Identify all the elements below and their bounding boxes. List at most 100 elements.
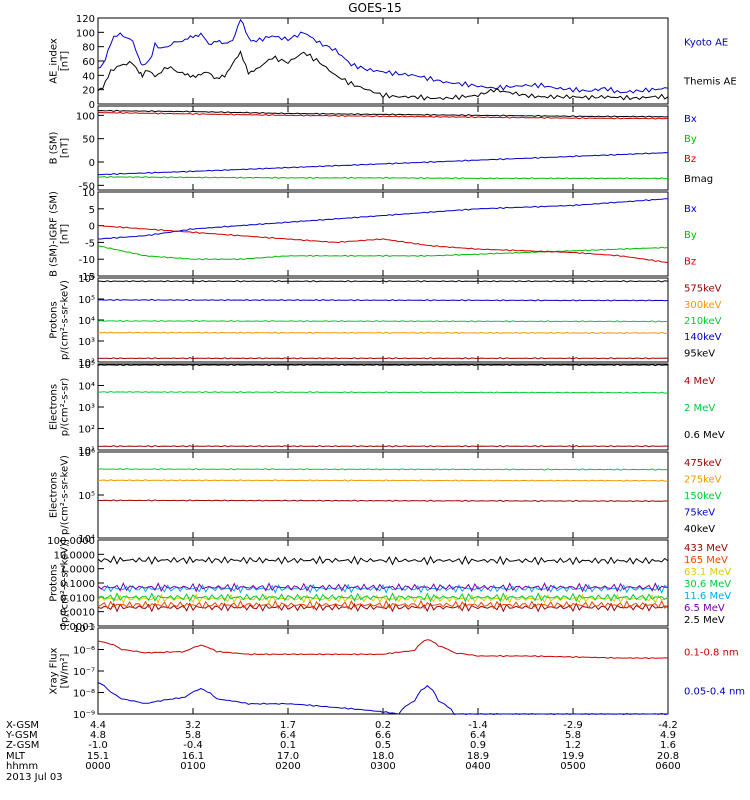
y-tick-label: 10¹	[78, 446, 95, 457]
orbit-cell: 0400	[465, 761, 490, 772]
legend-entry: 11.6 MeV	[684, 591, 731, 602]
y-tick-label: 10²	[78, 358, 95, 369]
series-line-by	[97, 245, 669, 261]
legend-entry: Bz	[684, 154, 696, 165]
panel-5: 10¹ 10² 10³ 10⁴ 10⁵ Electrons p/(cm²-s-sr) 4 Me…	[49, 360, 725, 457]
series-line-210kev	[97, 319, 668, 323]
y-tick-label: -5	[85, 238, 95, 249]
y-axis-label: B (SM)-IGRF (SM)	[49, 191, 60, 277]
panel-frame	[97, 627, 669, 715]
orbit-row-label: hhmm	[6, 761, 38, 772]
orbit-cell: 0100	[180, 761, 205, 772]
panel-3: -15 -10 -5 0 5 10 B (SM)-IGRF (SM) [nT] Bx By Bz	[49, 188, 697, 283]
legend-entry: 300keV	[684, 300, 722, 311]
orbit-cell: 0600	[655, 761, 680, 772]
y-tick-label: 10²	[78, 425, 95, 436]
series-line-6-5-mev	[97, 582, 669, 593]
orbit-row-label: 2013 Jul 03	[6, 772, 63, 783]
y-tick-label: 10	[82, 188, 95, 199]
y-tick-label: 0.0010	[60, 608, 95, 619]
y-tick-label: 120	[76, 14, 95, 25]
legend-entry: 63.1 MeV	[684, 567, 731, 578]
series-line-575kev	[97, 357, 669, 360]
legend-entry: Bmag	[684, 174, 713, 185]
series-line-0-1-0-8-nm	[97, 639, 669, 660]
legend-entry: 210keV	[684, 316, 722, 327]
legend-entry: 275keV	[684, 474, 722, 485]
y-axis-label: Electrons	[49, 384, 60, 430]
y-tick-label: 100.0000	[47, 536, 95, 547]
panel-6: 10⁴ 10⁵ 10⁶ Electrons p/(cm²-s-sr-keV) 475keV…	[49, 448, 722, 545]
y-tick-label: -15	[79, 272, 95, 283]
series-line-by	[97, 175, 669, 180]
series-line-300kev	[97, 331, 669, 335]
legend-entry: 95keV	[684, 348, 715, 359]
y-tick-label: 10⁶	[78, 448, 95, 459]
y-tick-label: 10⁻⁹	[73, 710, 95, 721]
orbit-cell: 5.8	[185, 730, 201, 741]
y-axis-label: p/(cm²-s-sr)	[60, 378, 71, 437]
orbit-cell: -1.4	[468, 720, 488, 731]
y-tick-label: 10⁻⁷	[73, 667, 95, 678]
y-tick-label: 60	[82, 57, 95, 68]
panel-frame	[97, 277, 669, 363]
legend-entry: 2.5 MeV	[684, 615, 725, 626]
y-tick-label: 100	[76, 111, 95, 122]
y-tick-label: -50	[79, 181, 95, 192]
y-tick-label: 0	[89, 100, 95, 111]
y-axis-label: AE_index	[49, 38, 60, 84]
legend-entry: Bx	[684, 114, 697, 125]
y-tick-label: 10⁻⁵	[73, 624, 95, 635]
legend-entry: By	[684, 134, 697, 145]
y-axis-label: Protons	[49, 301, 60, 338]
y-tick-label: 50	[82, 135, 95, 146]
panel-4: 10² 10³ 10⁴ 10⁵ 10⁶ Protons p/(cm²-s-sr-keV) 57…	[49, 274, 722, 369]
y-tick-label: 10⁻⁶	[73, 646, 95, 657]
legend-entry: 2 MeV	[684, 403, 715, 414]
orbit-cell: 4.9	[660, 730, 676, 741]
y-tick-label: 0	[89, 222, 95, 233]
orbit-cell: 0.5	[375, 740, 391, 751]
orbit-cell: 4.4	[90, 720, 106, 731]
orbit-cell: 18.0	[372, 751, 394, 762]
legend-entry: 575keV	[684, 284, 722, 295]
legend-entry: 165 MeV	[684, 555, 728, 566]
orbit-cell: 4.8	[90, 730, 106, 741]
y-tick-label: 10⁵	[78, 491, 95, 502]
series-line-11-6-mev	[97, 583, 669, 594]
orbit-row-label: MLT	[6, 751, 26, 762]
y-tick-label: 0.0001	[60, 622, 95, 633]
y-axis-label: [nT]	[60, 51, 71, 71]
series-line-95kev	[97, 280, 669, 283]
legend-entry: 30.6 MeV	[684, 579, 731, 590]
y-tick-label: 10⁵	[78, 295, 95, 306]
panel-8: 10⁻⁹ 10⁻⁸ 10⁻⁷ 10⁻⁶ 10⁻⁵ Xray Flux [W/m²] 0.1-0…	[49, 624, 746, 721]
legend-entry: 40keV	[684, 524, 715, 535]
legend-entry: Bz	[684, 256, 696, 267]
series-line-0-05-0-4-nm	[97, 682, 669, 716]
legend-entry: 0.05-0.4 nm	[684, 687, 745, 698]
series-line-150kev	[97, 468, 668, 471]
series-line-275kev	[97, 479, 669, 482]
y-tick-label: 10³	[78, 337, 95, 348]
panel-frame	[97, 363, 669, 451]
series-line-bx	[98, 152, 669, 176]
y-tick-label: 10⁴	[78, 534, 95, 545]
orbit-cell: 0.1	[280, 740, 296, 751]
y-tick-label: 5	[89, 205, 95, 216]
y-axis-label: B (SM)	[49, 131, 60, 164]
y-tick-label: 10⁴	[78, 316, 95, 327]
legend-entry: 150keV	[684, 491, 722, 502]
y-axis-label: p/(cm²-s-sr-keV)	[60, 280, 71, 360]
legend-entry: 140keV	[684, 332, 722, 343]
orbit-cell: -4.2	[658, 720, 678, 731]
series-line-bz	[97, 111, 668, 120]
legend-entry: 0.1-0.8 nm	[684, 647, 739, 658]
y-tick-label: 40	[82, 71, 95, 82]
orbit-cell: 17.0	[277, 751, 299, 762]
orbit-cell: 0000	[85, 761, 110, 772]
y-axis-label: [W/m²]	[60, 653, 71, 688]
series-line-kyoto-ae	[97, 18, 669, 94]
y-tick-label: 1.0000	[60, 565, 95, 576]
